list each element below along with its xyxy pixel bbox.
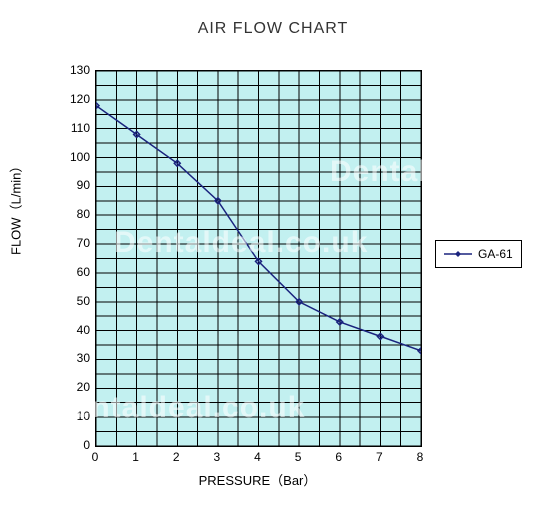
x-tick: 8 <box>417 450 424 464</box>
x-tick: 3 <box>214 450 221 464</box>
y-tick: 30 <box>77 351 90 365</box>
legend-swatch <box>444 248 472 260</box>
y-tick: 70 <box>77 236 90 250</box>
plot-area: Dentaldeal.co.uk Dentaldeal.co.uk <box>95 70 422 447</box>
chart-container: 0 10 20 30 40 50 60 70 80 90 100 110 120 130 0 1 2 3 4 5 6 7… <box>0 55 546 495</box>
y-tick: 110 <box>71 121 90 135</box>
y-axis-label: FLOW（L/min） <box>6 160 25 255</box>
x-tick: 0 <box>92 450 99 464</box>
plot-svg <box>96 71 421 446</box>
x-tick: 6 <box>335 450 342 464</box>
x-axis-label: PRESSURE（Bar） <box>95 470 420 489</box>
x-tick: 2 <box>173 450 180 464</box>
y-tick: 130 <box>70 63 90 77</box>
x-tick: 7 <box>376 450 383 464</box>
y-tick: 20 <box>77 380 90 394</box>
x-tick: 1 <box>132 450 139 464</box>
y-tick: 50 <box>77 294 90 308</box>
chart-title: AIR FLOW CHART <box>0 0 546 48</box>
y-tick: 40 <box>77 323 90 337</box>
x-tick: 4 <box>254 450 261 464</box>
y-tick: 0 <box>83 438 90 452</box>
y-tick: 120 <box>70 92 90 106</box>
y-tick: 80 <box>77 207 90 221</box>
x-tick: 5 <box>295 450 302 464</box>
y-tick: 60 <box>77 265 90 279</box>
y-tick: 90 <box>77 178 90 192</box>
legend: GA-61 <box>435 240 522 268</box>
y-tick: 100 <box>70 150 90 164</box>
legend-label: GA-61 <box>478 247 513 261</box>
y-tick: 10 <box>77 409 90 423</box>
